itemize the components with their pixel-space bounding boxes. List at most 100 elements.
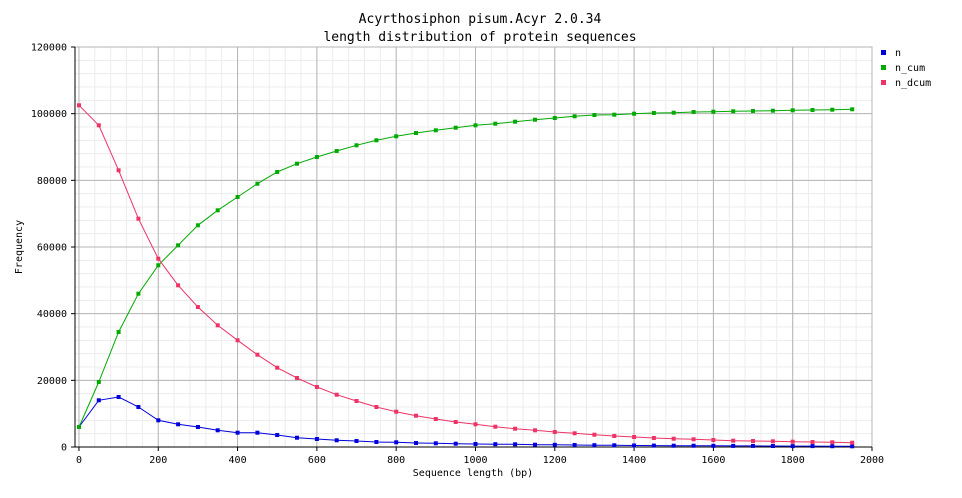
data-point [671,110,676,115]
legend-label: n_dcum [895,78,931,89]
data-point [215,323,220,328]
data-point [612,112,617,117]
data-point [572,443,577,447]
chart-subtitle: length distribution of protein sequences [323,30,636,45]
data-point [453,125,458,130]
data-point [572,431,577,436]
data-point [433,128,438,133]
data-point [592,113,597,117]
data-point [850,440,855,445]
data-point [671,436,676,441]
x-tick-label: 400 [229,455,247,466]
data-point [314,385,319,389]
data-point [592,432,597,437]
legend-marker [881,80,886,85]
data-point [513,426,518,431]
data-point [473,422,478,427]
data-point [414,413,418,418]
data-point [255,352,260,357]
data-point [116,395,121,399]
data-point [215,428,220,433]
data-point [810,108,815,112]
data-point [195,425,200,429]
data-point [314,155,319,159]
series-n-cum [77,107,855,429]
data-point [96,398,101,403]
data-point [354,399,359,403]
data-point [552,442,557,447]
data-point [334,149,339,153]
data-point [195,223,200,228]
data-point [414,441,418,445]
data-point [632,443,637,448]
data-point [156,256,161,261]
data-point [533,428,537,433]
data-point [255,181,260,186]
data-point [176,283,181,288]
data-point [711,109,716,114]
tick-labels: 0 200 400 600 800 1000 1200 1400 1600 1800 2000020… [31,43,884,467]
data-point [790,439,795,444]
data-point [691,443,696,448]
data-point [96,380,101,384]
data-point [830,444,835,449]
y-axis-label: Frequency [14,220,25,274]
legend-label: n [895,48,901,59]
data-point [374,405,379,409]
x-axis-label: Sequence length (bp) [413,468,533,479]
data-point [533,117,537,122]
legend-label: n_cum [895,63,925,74]
data-point [96,123,101,128]
chart-title: Acyrthosiphon pisum.Acyr 2.0.34 [359,12,602,27]
legend: n n_cum n_dcum [881,48,931,89]
x-tick-label: 800 [387,455,405,466]
y-tick-label: 0 [61,443,67,454]
data-point [156,418,161,423]
data-point [592,443,597,448]
data-point [354,143,359,148]
data-point [751,109,755,113]
data-point [651,111,656,115]
data-point [552,116,557,120]
legend-marker [881,50,886,55]
x-tick-label: 0 [76,455,82,466]
data-point [116,168,121,173]
series-line-n [78,396,853,447]
data-point [374,440,379,444]
data-point [136,216,141,221]
data-point [731,109,736,114]
data-point [453,441,458,446]
series-n-dcum [77,103,855,445]
data-point [770,444,775,448]
data-point [394,134,399,139]
data-point [790,108,795,113]
x-tick-label: 2000 [860,455,884,466]
data-point [473,442,478,446]
data-point [136,291,141,296]
data-point [414,131,418,135]
x-tick-label: 1600 [701,455,725,466]
data-point [433,417,438,421]
data-point [513,442,518,447]
data-point [533,442,537,447]
data-point [751,443,755,448]
data-point [394,440,399,445]
data-point [473,123,478,128]
data-point [275,433,280,437]
data-point [235,430,240,435]
legend-marker [881,65,886,70]
data-point [850,444,855,449]
data-point [354,439,359,443]
data-point [632,111,637,116]
data-point [711,438,716,442]
data-point [215,208,220,213]
data-point [790,444,795,449]
data-point [493,442,498,447]
data-point [374,138,379,143]
data-point [751,439,755,443]
data-point [612,443,617,448]
axes [71,46,873,451]
data-point [850,107,855,112]
data-point [830,440,835,445]
